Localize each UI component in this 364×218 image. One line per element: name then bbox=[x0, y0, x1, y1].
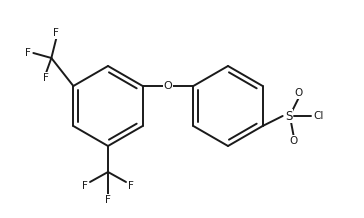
Text: F: F bbox=[128, 181, 134, 191]
Text: O: O bbox=[164, 81, 173, 91]
Text: O: O bbox=[294, 88, 303, 98]
Text: F: F bbox=[43, 73, 49, 83]
Text: O: O bbox=[289, 136, 298, 146]
Text: Cl: Cl bbox=[313, 111, 324, 121]
Text: F: F bbox=[105, 195, 111, 205]
Text: F: F bbox=[25, 48, 31, 58]
Text: F: F bbox=[82, 181, 88, 191]
Text: F: F bbox=[54, 28, 59, 38]
Text: S: S bbox=[285, 109, 292, 123]
